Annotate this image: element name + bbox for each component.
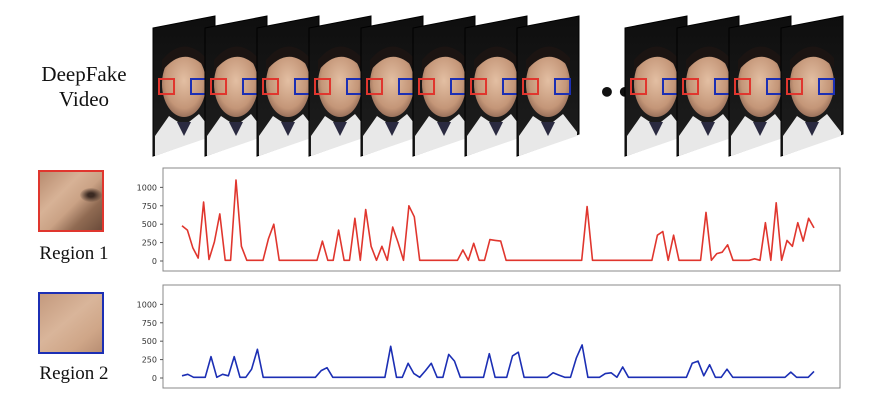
y-tick-label: 500 [142,220,157,229]
series-line-region2 [181,344,815,379]
video-label-line1: DeepFake [41,62,127,86]
y-tick-label: 1000 [137,300,157,309]
region2-label: Region 2 [39,363,109,384]
y-tick-label: 500 [142,337,157,346]
chart-region2: 0 250 500 750 1000 [137,284,841,389]
region1-label: Region 1 [39,243,109,264]
video-label-line2: Video [58,87,110,111]
series-line-region1 [181,179,815,262]
region1-patch [38,170,104,232]
chart-frame [162,167,841,272]
y-tick-label: 250 [142,356,157,365]
region2-patch [38,292,104,354]
chart-region1: 0 250 500 750 1000 [137,167,841,272]
y-tick-label: 250 [142,239,157,248]
y-tick-label: 750 [142,319,157,328]
y-tick-label: 750 [142,202,157,211]
chart-frame [162,284,841,389]
y-tick-label: 1000 [137,183,157,192]
y-tick-label: 0 [152,374,157,383]
deepfake-video-label: DeepFake Video [14,62,154,112]
y-tick-label: 0 [152,257,157,266]
